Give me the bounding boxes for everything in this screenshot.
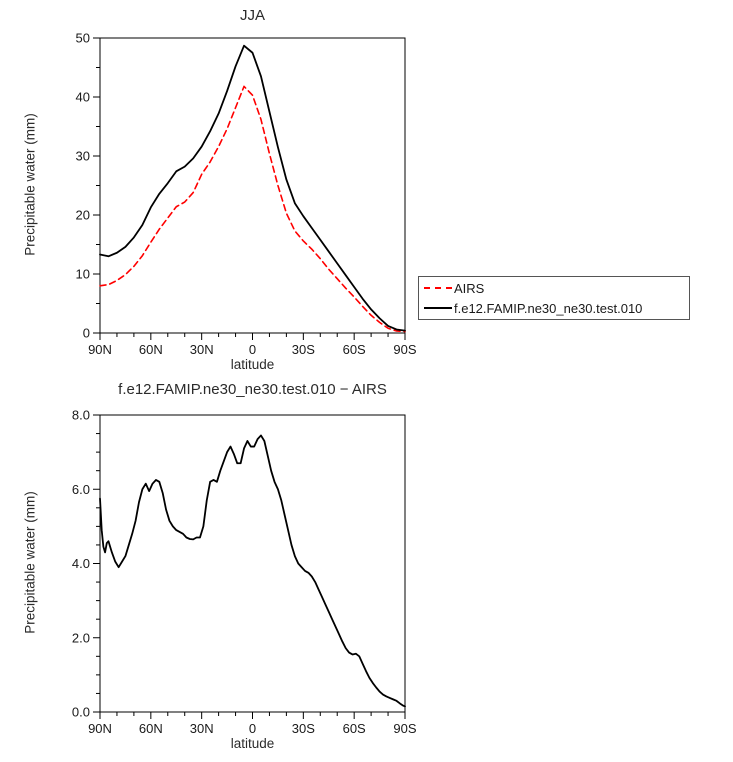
- y-tick-label: 50: [76, 31, 90, 46]
- y-tick-label: 2.0: [72, 630, 90, 645]
- x-tick-label: 60S: [343, 721, 366, 736]
- legend-label-airs: AIRS: [454, 280, 485, 296]
- y-tick-label: 8.0: [72, 408, 90, 423]
- plot-border: [99, 414, 406, 713]
- x-tick-label: 30N: [190, 721, 214, 736]
- y-tick-label: 0.0: [72, 705, 90, 720]
- top-chart-title: JJA: [239, 7, 265, 24]
- top-chart-ylabel: Precipitable water (mm): [22, 113, 38, 256]
- chart-0: 90N 60N 30N 0 30S 60S 90S 0 10 20 30 40 50: [76, 31, 417, 358]
- y-tick-label: 10: [76, 267, 90, 282]
- y-tick-label: 0: [83, 326, 90, 341]
- legend-entry-airs: AIRS: [419, 278, 689, 298]
- x-tick-label: 90S: [393, 721, 416, 736]
- x-tick-label: 60S: [343, 342, 366, 357]
- chart-1: 90N 60N 30N 0 30S 60S 90S 0.0 2.0 4.0 6.0 8.0: [72, 408, 417, 737]
- x-tick-label: 60N: [139, 342, 163, 357]
- x-tick-label: 0: [249, 342, 256, 357]
- y-tick-label: 40: [76, 90, 90, 105]
- x-tick-label: 30N: [190, 342, 214, 357]
- plot-border: [99, 37, 406, 334]
- y-tick-label: 20: [76, 208, 90, 223]
- x-tick-label: 90S: [393, 342, 416, 357]
- bottom-chart-ylabel: Precipitable water (mm): [22, 491, 38, 634]
- y-tick-label: 4.0: [72, 556, 90, 571]
- airs-dashed-line-sample: [424, 287, 452, 289]
- legend-box: AIRS f.e12.FAMIP.ne30_ne30.test.010: [418, 276, 690, 320]
- model-solid-line-sample: [424, 307, 452, 309]
- top-chart-xlabel: latitude: [230, 357, 275, 372]
- legend-entry-model: f.e12.FAMIP.ne30_ne30.test.010: [419, 298, 689, 318]
- x-tick-label: 60N: [139, 721, 163, 736]
- x-tick-label: 90N: [88, 342, 112, 357]
- series-line-f-e12-famip-ne30-ne30-test-010: [99, 44, 406, 332]
- legend-label-model: f.e12.FAMIP.ne30_ne30.test.010: [454, 300, 643, 316]
- series-line-difference: [99, 434, 406, 708]
- y-tick-label: 6.0: [72, 482, 90, 497]
- bottom-chart-xlabel: latitude: [230, 736, 275, 751]
- x-tick-label: 0: [249, 721, 256, 736]
- bottom-chart-title: f.e12.FAMIP.ne30_ne30.test.010 − AIRS: [118, 381, 387, 398]
- x-tick-label: 30S: [292, 721, 315, 736]
- y-tick-label: 30: [76, 149, 90, 164]
- x-tick-label: 30S: [292, 342, 315, 357]
- x-tick-label: 90N: [88, 721, 112, 736]
- series-line-airs: [99, 85, 406, 333]
